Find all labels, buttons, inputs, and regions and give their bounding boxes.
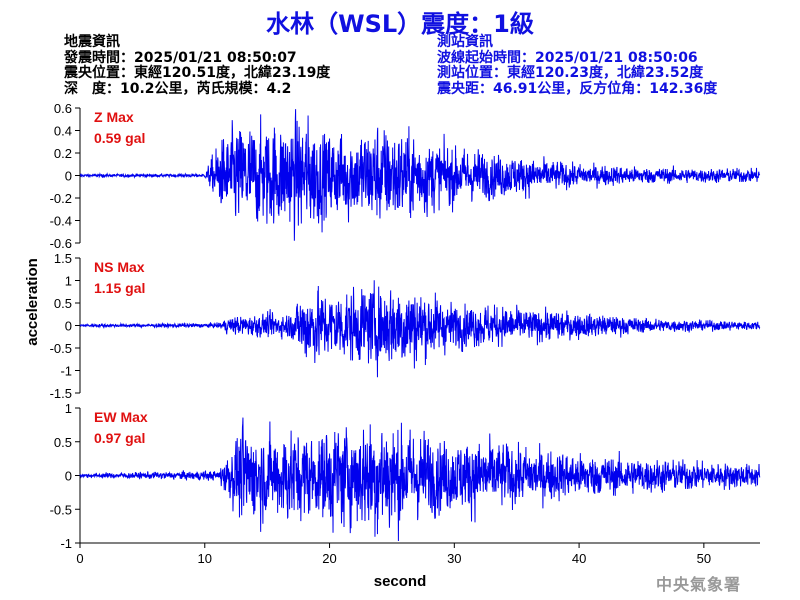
panel-ns: -1.5 -1 -0.5 0 0.5 1 1.5 NS Max 1.15 gal — [50, 251, 761, 401]
x-tick-label: 10 — [198, 551, 212, 566]
y-tick-label: -0.2 — [50, 191, 72, 206]
y-tick-label: 0 — [65, 319, 72, 334]
waveform-trace-z — [79, 109, 761, 241]
station-info-heading: 測站資訊 — [437, 34, 493, 50]
y-tick-label: -0.6 — [50, 236, 72, 251]
x-axis-label: second — [374, 573, 427, 590]
origin-time: 發震時間：2025/01/21 08:50:07 — [64, 49, 297, 66]
x-tick-label: 30 — [447, 551, 461, 566]
y-tick-label: -0.4 — [50, 214, 72, 229]
y-tick-label: -1 — [60, 364, 72, 379]
waveform-trace-ns — [79, 280, 761, 378]
x-tick-label: 40 — [572, 551, 586, 566]
y-tick-label: 1 — [65, 401, 72, 416]
waveform-trace-ew — [79, 417, 761, 541]
earthquake-info: 地震資訊 發震時間：2025/01/21 08:50:07 震央位置：東經120… — [64, 34, 331, 97]
y-tick-label: -1.5 — [50, 386, 72, 401]
y-tick-label: 0.5 — [54, 296, 72, 311]
earthquake-info-heading: 地震資訊 — [64, 34, 120, 50]
y-tick-label: 0.4 — [54, 124, 72, 139]
max-value-label: 0.97 gal — [94, 430, 145, 446]
max-component-label: EW Max — [94, 409, 148, 425]
x-tick-label: 0 — [76, 551, 83, 566]
station-location: 測站位置：東經120.23度，北緯23.52度 — [437, 65, 704, 81]
max-component-label: NS Max — [94, 259, 145, 275]
y-tick-label: 0.2 — [54, 146, 72, 161]
y-tick-label: 1.5 — [54, 251, 72, 266]
y-tick-label: 0 — [65, 169, 72, 184]
station-info: 測站資訊 波線起始時間：2025/01/21 08:50:06 測站位置：東經1… — [437, 34, 718, 97]
x-tick-label: 50 — [697, 551, 711, 566]
y-tick-label: -1 — [60, 536, 72, 551]
waveform-start-time: 波線起始時間：2025/01/21 08:50:06 — [437, 49, 698, 66]
max-component-label: Z Max — [94, 109, 134, 125]
y-tick-label: 0.5 — [54, 435, 72, 450]
y-tick-label: -0.5 — [50, 502, 72, 517]
agency-logo-text: 中央氣象署 — [656, 575, 742, 594]
max-value-label: 1.15 gal — [94, 280, 145, 296]
y-tick-label: 0 — [65, 469, 72, 484]
max-value-label: 0.59 gal — [94, 130, 145, 146]
chart-title: 水林（WSL）震度：1級 — [266, 10, 534, 38]
depth-magnitude: 深 度：10.2公里，芮氏規模：4.2 — [64, 80, 292, 97]
y-tick-label: -0.5 — [50, 341, 72, 356]
x-tick-label: 20 — [322, 551, 336, 566]
y-axis-label: acceleration — [24, 258, 41, 346]
epicenter-location: 震央位置：東經120.51度，北緯23.19度 — [64, 65, 331, 81]
y-tick-label: 1 — [65, 274, 72, 289]
y-tick-label: 0.6 — [54, 101, 72, 116]
panel-z: -0.6 -0.4 -0.2 0 0.2 0.4 0.6 Z Max 0.59 gal — [50, 101, 761, 251]
epicentral-distance: 震央距：46.91公里，反方位角：142.36度 — [437, 80, 718, 97]
panel-ew: -1 -0.5 0 0.5 1 EW Max 0.97 gal — [50, 401, 761, 551]
